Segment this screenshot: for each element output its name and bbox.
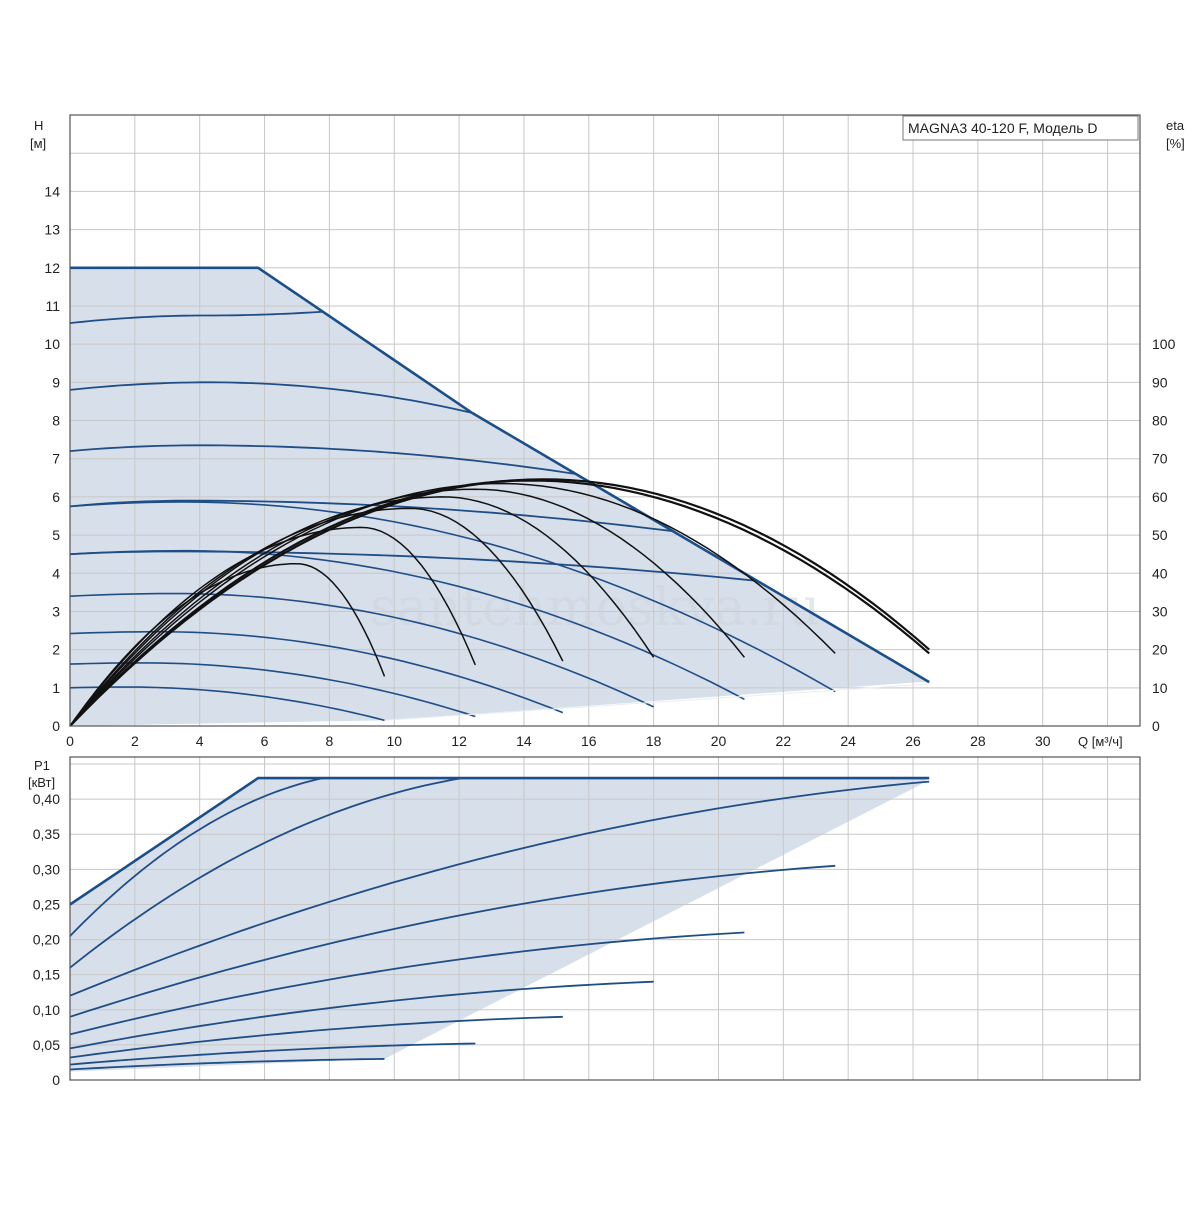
head-curve-1: [69, 310, 323, 324]
y2-tick-label: 70: [1152, 451, 1168, 467]
x-tick-label: 26: [905, 733, 921, 749]
y-tick-label: 0: [52, 718, 60, 734]
p1-tick-label: 0: [52, 1072, 60, 1088]
head-curve-2: [69, 381, 473, 414]
power-curve-1: [69, 777, 324, 937]
y-axis-label-h: H: [34, 118, 43, 133]
y2-axis-unit-eta: [%]: [1166, 136, 1185, 151]
power-envelope: [70, 778, 930, 1072]
y-tick-label: 13: [44, 222, 60, 238]
grid-lines: [69, 114, 1140, 1081]
y-tick-label: 1: [52, 680, 60, 696]
y2-tick-label: 50: [1152, 527, 1168, 543]
x-tick-label: 2: [131, 733, 139, 749]
x-axis-label-q: Q [м³/ч]: [1078, 734, 1123, 749]
x-tick-label: 16: [581, 733, 597, 749]
y2-axis-label-eta: eta: [1166, 118, 1185, 133]
y-tick-label: 10: [44, 336, 60, 352]
y-tick-label: 12: [44, 260, 60, 276]
y-tick-label: 2: [52, 642, 60, 658]
y-tick-label: 9: [52, 374, 60, 390]
low-head-curve-3: [69, 630, 564, 714]
head-plot-frame: [69, 114, 1141, 727]
power-max-curve: [69, 776, 930, 906]
y-tick-label: 5: [52, 527, 60, 543]
p1-tick-label: 0,15: [33, 967, 60, 983]
power-curve-4: [69, 864, 836, 1018]
x-tick-label: 0: [66, 733, 74, 749]
power-curve-6: [69, 980, 654, 1050]
power-curve-2: [69, 777, 463, 969]
x-tick-label: 24: [840, 733, 856, 749]
x-tick-label: 8: [325, 733, 333, 749]
eta-curve-8: [69, 478, 930, 727]
power-envelope-area: [70, 778, 930, 1072]
x-tick-label: 4: [196, 733, 204, 749]
x-tick-label: 30: [1035, 733, 1051, 749]
p1-tick-label: 0,40: [33, 791, 60, 807]
power-curve-8: [69, 1042, 476, 1066]
low-head-curve-5: [69, 549, 745, 701]
power-plot-frame: [69, 756, 1141, 1081]
y2-tick-label: 100: [1152, 336, 1176, 352]
y2-tick-label: 30: [1152, 603, 1168, 619]
y2-tick-label: 90: [1152, 374, 1168, 390]
x-tick-label: 20: [711, 733, 727, 749]
x-tick-label: 12: [451, 733, 467, 749]
watermark: santehmoskva.ru: [370, 578, 820, 638]
y-tick-label: 4: [52, 565, 60, 581]
tick-labels: 0 2 4 6 8 10 12 14 16 18 20 22 24 26 28 300123456789101…: [33, 183, 1176, 1088]
low-head-curve-6: [69, 501, 836, 693]
y-axis-label-p1: P1: [34, 758, 50, 773]
low-head-curve-1: [69, 686, 385, 722]
chart-title-box: [902, 115, 1139, 141]
x-tick-label: 22: [776, 733, 792, 749]
x-tick-label: 28: [970, 733, 986, 749]
p1-tick-label: 0,30: [33, 861, 60, 877]
power-curve-3: [69, 780, 930, 997]
y-axis-unit-h: [м]: [30, 136, 46, 151]
y-tick-label: 3: [52, 603, 60, 619]
plot-frames: [69, 114, 1141, 1081]
power-curve-5: [69, 931, 745, 1036]
head-max-curve: [70, 266, 930, 684]
p1-tick-label: 0,05: [33, 1037, 60, 1053]
y-tick-label: 11: [45, 298, 60, 314]
y-tick-label: 6: [52, 489, 60, 505]
y2-tick-label: 60: [1152, 489, 1168, 505]
y-axis-unit-p1: [кВт]: [28, 775, 55, 790]
eta-curve-1: [69, 562, 386, 727]
chart-title: MAGNA3 40-120 F, Модель D: [908, 120, 1098, 136]
p1-tick-label: 0,35: [33, 826, 60, 842]
low-head-curve-4: [69, 592, 654, 708]
y-tick-label: 7: [52, 451, 60, 467]
y2-tick-label: 80: [1152, 413, 1168, 429]
x-tick-label: 6: [261, 733, 269, 749]
x-tick-label: 18: [646, 733, 662, 749]
p1-tick-label: 0,20: [33, 932, 60, 948]
eta-curve-2: [69, 526, 476, 727]
x-tick-label: 14: [516, 733, 532, 749]
low-head-curve-2: [69, 662, 476, 718]
y2-tick-label: 0: [1152, 718, 1160, 734]
p1-tick-label: 0,10: [33, 1002, 60, 1018]
power-curve-9: [69, 1058, 385, 1071]
p1-tick-label: 0,25: [33, 896, 60, 912]
head-curve-3: [69, 444, 576, 475]
power-curve-7: [69, 1015, 563, 1059]
y2-tick-label: 40: [1152, 565, 1168, 581]
y2-tick-label: 10: [1152, 680, 1168, 696]
x-tick-label: 10: [386, 733, 402, 749]
curves: [69, 266, 930, 1071]
y2-tick-label: 20: [1152, 642, 1168, 658]
y-tick-label: 14: [44, 183, 60, 199]
y-tick-label: 8: [52, 413, 60, 429]
head-min-curve: [384, 683, 930, 721]
